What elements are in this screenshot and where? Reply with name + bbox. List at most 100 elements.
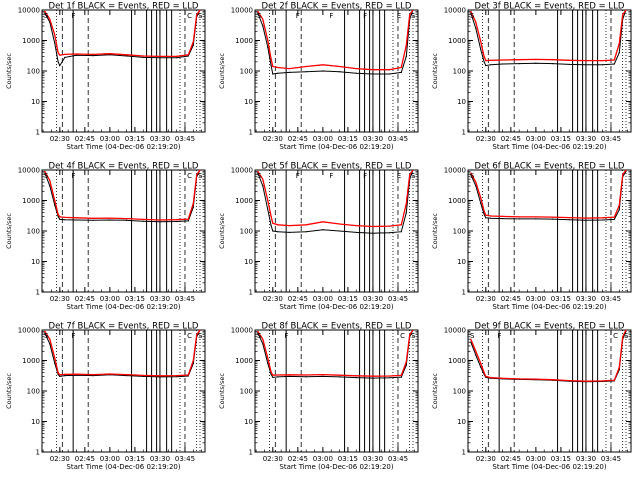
y-tick-label: 1: [462, 449, 466, 457]
series-lld-line: [257, 170, 414, 228]
series-events-point: [49, 343, 51, 345]
series-lld-point: [372, 225, 374, 228]
plot-frame: [467, 169, 632, 293]
series-lld-point: [49, 338, 51, 340]
series-events-point: [483, 213, 485, 215]
y-tick-label: 10000: [444, 327, 466, 335]
series-events-point: [480, 366, 482, 368]
series-events-point: [518, 63, 520, 65]
series-lld-point: [270, 58, 272, 60]
series-lld-point: [389, 375, 391, 377]
series-lld-point: [54, 357, 56, 359]
series-lld-point: [44, 10, 46, 12]
series-lld-point: [322, 374, 324, 376]
series-events-point: [355, 72, 357, 74]
series-events-point: [262, 185, 264, 187]
series-events-point: [262, 343, 264, 345]
y-axis-label: Counts/sec: [431, 53, 439, 89]
plot-frame: [467, 9, 632, 133]
series-events-point: [405, 364, 407, 366]
y-axis-label: Counts/sec: [431, 213, 439, 249]
x-tick-label: 03:30: [150, 455, 170, 463]
y-tick-label: 10: [31, 418, 40, 426]
x-tick-label: 03:45: [175, 295, 195, 303]
series-lld-point: [277, 224, 279, 226]
y-tick-label: 1: [36, 129, 40, 137]
y-tick-label: 1: [36, 289, 40, 297]
y-tick-label: 10: [244, 418, 253, 426]
series-events-point: [480, 49, 482, 51]
y-tick-label: 100: [240, 68, 253, 76]
series-lld-point: [126, 54, 128, 56]
series-events-line: [470, 331, 627, 383]
series-lld-point: [412, 170, 414, 171]
x-tick-label: 02:30: [263, 455, 283, 463]
series-events-point: [277, 72, 279, 74]
series-lld-point: [470, 172, 472, 174]
series-lld-point: [355, 68, 357, 70]
x-tick-label: 02:45: [75, 455, 95, 463]
x-axis-label: Start Time (04-Dec-06 02:19:20): [279, 303, 393, 311]
series-events-point: [339, 376, 341, 378]
series-lld-point: [196, 14, 198, 16]
series-events-point: [372, 73, 374, 75]
flag-label: S: [198, 332, 203, 340]
series-lld-point: [49, 180, 51, 182]
series-lld-point: [187, 218, 189, 220]
series-lld-point: [75, 53, 78, 55]
series-lld-point: [270, 371, 272, 373]
series-events-point: [277, 376, 279, 378]
y-tick-label: 1000: [448, 357, 466, 365]
series-events-point: [57, 373, 59, 375]
series-events-point: [552, 218, 554, 220]
flag-label: E: [397, 12, 401, 20]
series-lld-point: [490, 377, 492, 379]
series-lld-point: [501, 377, 504, 379]
y-tick-label: 1000: [235, 197, 253, 205]
panel-title: Det 4f BLACK = Events, RED = LLD: [49, 162, 199, 172]
series-lld-point: [602, 60, 604, 62]
series-events-point: [109, 54, 111, 56]
series-lld-point: [409, 14, 411, 16]
x-tick-label: 03:15: [125, 455, 145, 463]
panel-title: Det 9f BLACK = Events, RED = LLD: [475, 322, 625, 332]
series-lld-point: [613, 216, 615, 218]
series-lld-point: [400, 224, 402, 226]
series-lld-point: [518, 378, 520, 380]
series-lld-point: [339, 374, 341, 376]
x-tick-label: 02:30: [50, 135, 70, 143]
series-events-point: [475, 185, 477, 187]
series-lld-point: [92, 374, 94, 376]
y-tick-label: 10000: [231, 167, 253, 175]
y-tick-label: 100: [453, 228, 466, 236]
series-lld-point: [409, 174, 411, 176]
series-events-point: [322, 70, 324, 72]
series-events-point: [272, 376, 274, 378]
series-lld-point: [199, 330, 201, 331]
series-lld-point: [288, 374, 291, 376]
y-tick-label: 10: [244, 98, 253, 106]
series-lld-point: [59, 374, 61, 376]
series-events-point: [75, 219, 78, 221]
x-tick-label: 03:45: [175, 455, 195, 463]
x-tick-label: 02:30: [50, 295, 70, 303]
flag-label: S: [257, 172, 262, 180]
panel-det-4: Det 4f BLACK = Events, RED = LLD 1 10 100 10…: [5, 162, 206, 311]
series-events-point: [49, 185, 51, 187]
series-events-point: [400, 231, 402, 233]
y-tick-label: 1: [36, 449, 40, 457]
x-tick-label: 03:30: [576, 455, 596, 463]
series-lld-point: [257, 170, 259, 172]
x-tick-label: 03:00: [100, 295, 120, 303]
series-events-line: [470, 10, 627, 67]
series-lld-point: [322, 221, 324, 223]
series-events-point: [585, 64, 587, 66]
series-lld-point: [613, 379, 615, 381]
x-axis-label: Start Time (04-Dec-06 02:19:20): [279, 463, 393, 471]
series-lld-point: [618, 204, 620, 206]
flag-label: C: [187, 332, 192, 340]
panel-det-1: Det 1f BLACK = Events, RED = LLD 1 10 100 10…: [5, 2, 206, 151]
series-events-point: [59, 218, 61, 220]
series-lld-point: [270, 215, 272, 217]
x-axis-label: Start Time (04-Dec-06 02:19:20): [66, 303, 180, 311]
